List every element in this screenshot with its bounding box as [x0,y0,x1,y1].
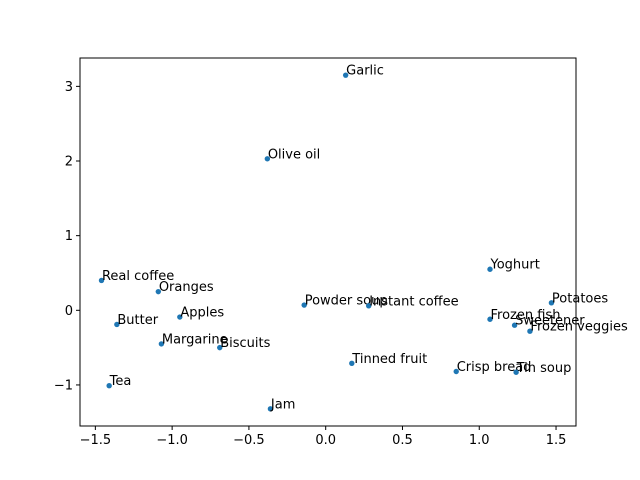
point-label: Biscuits [220,336,270,351]
point-label: Crisp bread [457,360,532,375]
x-tick-label: 0.5 [392,433,413,448]
point-label: Jam [270,397,295,412]
data-point [511,322,518,328]
point-label: Tinned fruit [351,352,427,367]
point-label: Frozen veggies [530,320,628,335]
point-label: Margarine [162,332,228,347]
y-tick-label: 1 [65,229,73,244]
point-label: Apples [180,306,224,321]
data-point [349,360,355,366]
point-label: Yoghurt [490,258,540,273]
data-point [264,156,271,162]
data-point [365,303,372,309]
x-tick-label: 1.5 [546,433,567,448]
data-point [155,288,162,295]
point-label: Instant coffee [369,294,458,309]
point-label: Sweetener [515,314,585,329]
y-tick-label: 2 [65,155,73,170]
point-label: Garlic [346,64,384,79]
plot-frame [79,57,577,427]
data-point [487,316,493,322]
data-point [267,406,274,412]
data-point [177,314,183,320]
point-label: Butter [117,313,158,328]
point-label: Tin soup [516,361,572,376]
point-label: Potatoes [552,291,608,306]
data-point [106,382,112,389]
point-label: Real coffee [102,269,174,284]
data-point [342,72,349,78]
data-point [487,266,493,272]
y-tick-label: −1 [54,378,73,393]
data-point [158,341,165,347]
x-tick-label: 0.0 [315,433,336,448]
data-point [98,277,105,284]
data-point [301,302,307,308]
data-point [453,368,459,375]
data-point [548,300,555,306]
point-label: Oranges [159,280,214,295]
x-tick-label: −1.0 [156,433,188,448]
data-point [217,344,223,351]
data-layer: Garlic Olive oil Yoghurt Real coffeeOranges… [98,64,628,412]
x-tick-label: −1.5 [80,433,112,448]
y-tick-label: 3 [65,80,73,95]
point-label: Olive oil [268,147,320,162]
axes-layer: −1.5 −1.0 −0.5 0.0 0.5 1.0 1.5 −1 0 1 2 3 [54,80,567,448]
y-tick-label: 0 [65,304,73,319]
x-tick-label: −0.5 [233,433,265,448]
point-label: Tea [109,374,132,389]
data-point [513,369,519,375]
x-tick-label: 1.0 [469,433,490,448]
data-point [527,328,533,334]
data-point [114,321,120,328]
point-label: Frozen fish [491,308,561,323]
